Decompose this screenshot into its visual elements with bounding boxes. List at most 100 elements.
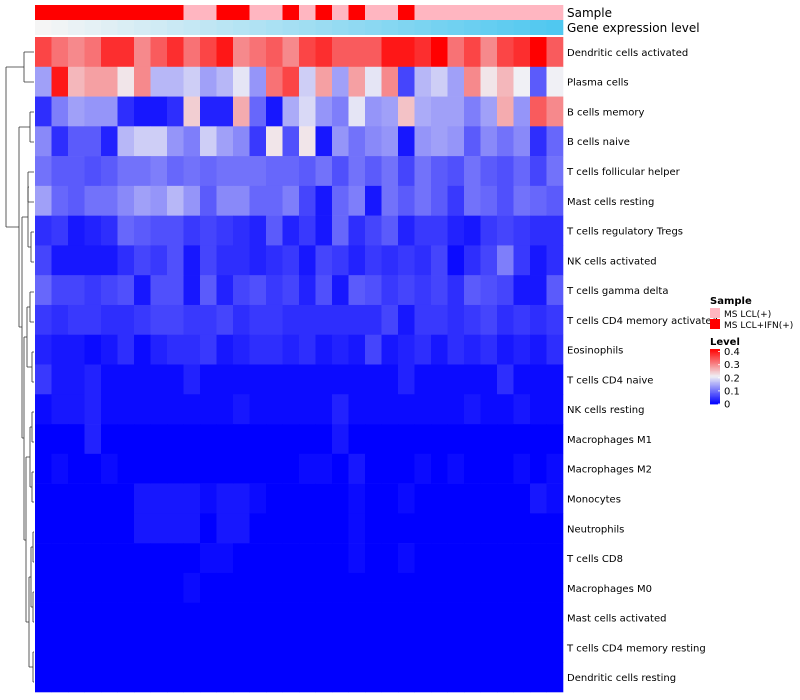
heatmap-cell (167, 304, 184, 336)
heatmap-cell (101, 66, 118, 97)
heatmap-cell (200, 424, 217, 455)
heatmap-cell (167, 483, 184, 514)
heatmap-cell (51, 632, 69, 663)
heatmap-cell (480, 602, 498, 633)
level-legend-gradient (710, 353, 720, 355)
heatmap-cell (51, 543, 69, 574)
heatmap-cell (546, 245, 564, 276)
heatmap-cell (51, 572, 69, 603)
sample-cell (35, 5, 52, 20)
sample-cell (513, 5, 531, 20)
heatmap-cell (183, 215, 201, 246)
heatmap-cell (431, 364, 448, 395)
heatmap-cell (299, 483, 316, 514)
heatmap-cell (447, 364, 465, 395)
heatmap-cell (447, 37, 465, 68)
heatmap-cell (332, 424, 349, 455)
heatmap-cell (68, 543, 85, 574)
heatmap-cell (365, 394, 382, 425)
heatmap-cell (84, 424, 102, 455)
heatmap-cell (497, 602, 514, 633)
heatmap-cell (84, 453, 102, 484)
heatmap-cell (68, 334, 85, 365)
heatmap-cell (299, 334, 316, 365)
expression-cell (51, 20, 69, 35)
heatmap-cell (530, 334, 547, 365)
heatmap-cell (101, 156, 118, 187)
heatmap-cell (282, 543, 300, 574)
heatmap-cell (530, 66, 547, 97)
row-label: Plasma cells (567, 78, 629, 89)
heatmap-cell (51, 156, 69, 187)
heatmap-cell (332, 543, 349, 574)
heatmap-cell (35, 602, 52, 633)
heatmap-cell (134, 245, 151, 276)
heatmap-cell (381, 66, 399, 97)
heatmap-cell (398, 602, 415, 633)
heatmap-cell (530, 126, 547, 157)
heatmap-cell (464, 483, 481, 514)
heatmap-cell (299, 215, 316, 246)
heatmap-cell (216, 572, 234, 603)
sample-cell (398, 5, 415, 20)
sample-cell (332, 5, 349, 20)
heatmap-cell (35, 156, 52, 187)
heatmap-cell (68, 453, 85, 484)
level-legend-gradient (710, 373, 720, 376)
heatmap-cell (381, 185, 399, 216)
heatmap-cell (216, 245, 234, 276)
heatmap-cell (282, 424, 300, 455)
heatmap-cell (150, 334, 168, 365)
heatmap-cell (530, 245, 547, 276)
heatmap-cell (447, 394, 465, 425)
heatmap-cell (365, 334, 382, 365)
heatmap-cell (365, 572, 382, 603)
heatmap-cell (365, 453, 382, 484)
heatmap-cell (464, 394, 481, 425)
heatmap-cell (51, 275, 69, 306)
heatmap-cell (282, 572, 300, 603)
sample-cell (381, 5, 399, 20)
heatmap-cell (398, 334, 415, 365)
heatmap-cell (266, 543, 283, 574)
row-label: Mast cells activated (567, 614, 666, 625)
expression-cell (266, 20, 283, 35)
heatmap-cell (233, 602, 250, 633)
heatmap-cell (365, 513, 382, 544)
heatmap-cell (183, 572, 201, 603)
heatmap-cell (68, 662, 85, 693)
level-legend-gradient (710, 386, 720, 388)
row-label: Eosinophils (567, 346, 623, 357)
heatmap-cell (68, 185, 85, 216)
level-legend-gradient (710, 375, 720, 377)
heatmap-cell (315, 185, 333, 216)
heatmap-cell (84, 543, 102, 574)
heatmap-cell (183, 334, 201, 365)
heatmap-cell (35, 96, 52, 127)
level-legend-gradient (710, 393, 720, 395)
heatmap-cell (150, 96, 168, 127)
heatmap-cell (233, 185, 250, 216)
level-legend-tick-label: 0.4 (724, 347, 740, 358)
heatmap-cell (200, 632, 217, 663)
heatmap-cell (266, 513, 283, 544)
heatmap-cell (497, 126, 514, 157)
heatmap-cell (348, 96, 366, 127)
heatmap-cell (464, 185, 481, 216)
expression-cell (332, 20, 349, 35)
heatmap-cell (414, 37, 432, 68)
heatmap-cell (332, 126, 349, 157)
heatmap-cell (134, 543, 151, 574)
expression-cell (530, 20, 547, 35)
heatmap-cell (546, 334, 564, 365)
heatmap-cell (381, 96, 399, 127)
heatmap-cell (530, 483, 547, 514)
heatmap-cell (216, 304, 234, 336)
heatmap-cell (84, 275, 102, 306)
sample-cell (315, 5, 333, 20)
heatmap-cell (200, 662, 217, 693)
heatmap-cell (266, 662, 283, 693)
heatmap-cell (200, 185, 217, 216)
heatmap-cell (216, 394, 234, 425)
heatmap-cell (84, 96, 102, 127)
